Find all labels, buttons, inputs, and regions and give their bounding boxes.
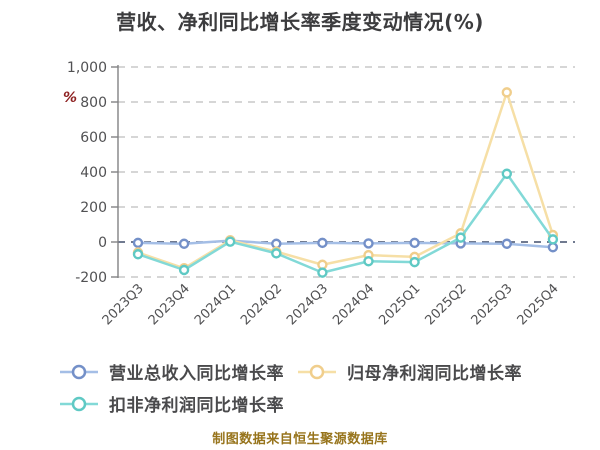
y-tick-label: -200 (75, 270, 107, 286)
legend-marker-icon (298, 364, 336, 379)
data-point-deducted-net-profit-2025Q2[interactable] (455, 232, 466, 243)
data-point-deducted-net-profit-2024Q3[interactable] (317, 267, 328, 278)
data-point-total-revenue-2024Q4[interactable] (363, 238, 374, 249)
data-point-deducted-net-profit-2024Q2[interactable] (271, 248, 282, 259)
y-tick-label: 200 (80, 200, 107, 216)
data-point-deducted-net-profit-2025Q3[interactable] (501, 168, 512, 179)
x-tick-label: 2024Q2 (238, 281, 285, 328)
x-tick-label: 2024Q3 (284, 281, 331, 328)
data-point-deducted-net-profit-2023Q3[interactable] (132, 249, 144, 260)
chart-title: 营收、净利同比增长率季度变动情况(%) (116, 10, 484, 34)
x-tick-label: 2025Q2 (422, 281, 469, 328)
y-tick-label: 0 (98, 235, 107, 251)
legend-label: 归母净利润同比增长率 (347, 364, 522, 384)
data-point-deducted-net-profit-2024Q4[interactable] (363, 256, 374, 267)
series-line-total-revenue (136, 239, 555, 249)
x-tick-label: 2025Q1 (376, 281, 423, 328)
legend-label: 营业总收入同比增长率 (109, 364, 284, 384)
x-tick-label: 2023Q3 (100, 281, 147, 328)
y-tick-label: 800 (80, 95, 107, 111)
x-tick-label: 2023Q4 (146, 281, 193, 328)
data-point-deducted-net-profit-2025Q1[interactable] (409, 256, 420, 268)
data-point-total-revenue-2024Q3[interactable] (317, 237, 328, 249)
data-point-total-revenue-2023Q4[interactable] (178, 238, 190, 249)
data-point-deducted-net-profit-2025Q4[interactable] (547, 234, 559, 245)
legend: 营业总收入同比增长率 归母净利润同比增长率 扣非净利润同比增长率 (60, 359, 570, 423)
legend-marker-icon (60, 396, 98, 411)
x-tick-label: 2025Q4 (515, 281, 562, 328)
data-point-deducted-net-profit-2023Q4[interactable] (178, 264, 190, 276)
legend-item-deducted-net-profit-growth[interactable]: 扣非净利润同比增长率 (60, 391, 284, 416)
y-tick-label: 1,000 (67, 60, 107, 76)
legend-item-net-profit-growth[interactable]: 归母净利润同比增长率 (298, 359, 522, 384)
y-tick-label: 600 (80, 130, 107, 146)
legend-marker-icon (60, 364, 98, 379)
x-tick-label: 2025Q3 (469, 281, 516, 328)
x-tick-label: 2024Q1 (192, 281, 239, 328)
legend-label: 扣非净利润同比增长率 (109, 396, 284, 416)
data-point-total-revenue-2025Q3[interactable] (501, 238, 512, 249)
data-point-deducted-net-profit-2024Q1[interactable] (224, 236, 236, 247)
legend-item-total-revenue-growth[interactable]: 营业总收入同比增长率 (60, 359, 284, 384)
series-line-net-profit (136, 91, 555, 270)
data-point-total-revenue-2025Q1[interactable] (409, 237, 420, 249)
y-axis-unit-percent: % (63, 90, 77, 106)
data-point-total-revenue-2023Q3[interactable] (132, 237, 144, 249)
data-point-net-profit-2025Q3[interactable] (501, 87, 512, 98)
source-caption: 制图数据来自恒生聚源数据库 (212, 432, 388, 447)
series-line-deducted-net-profit (136, 172, 555, 274)
x-tick-label: 2024Q4 (330, 281, 377, 328)
y-tick-label: 400 (80, 165, 107, 181)
